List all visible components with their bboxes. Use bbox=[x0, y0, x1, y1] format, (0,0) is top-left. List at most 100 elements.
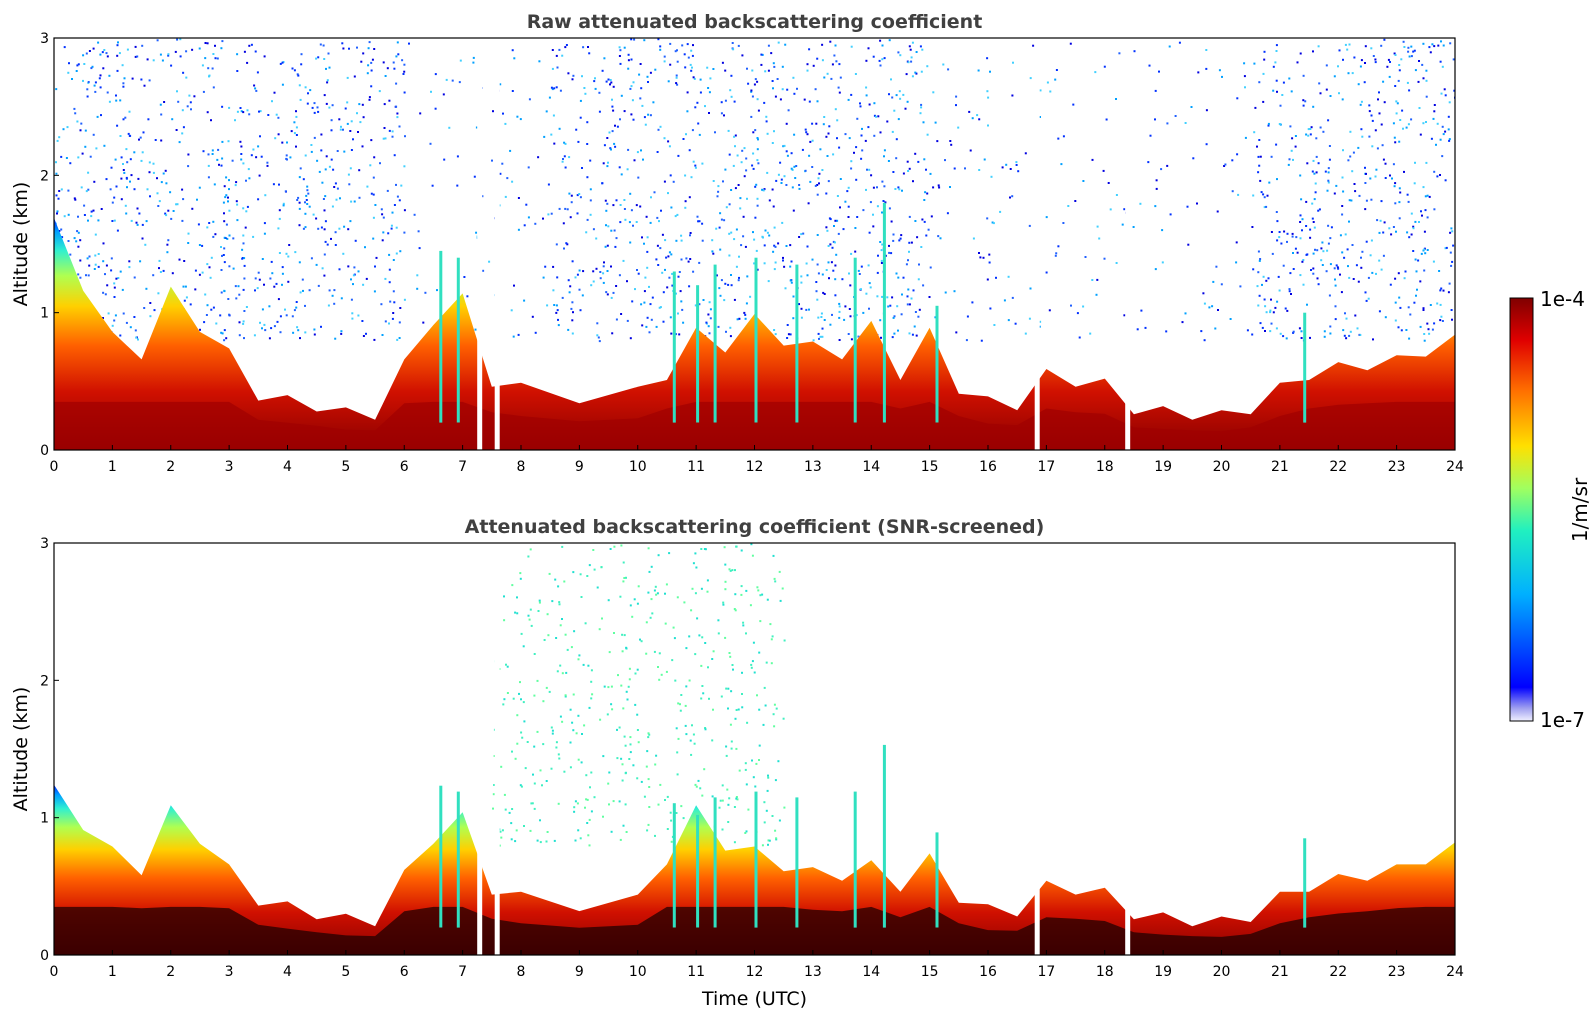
noise-point bbox=[701, 685, 704, 687]
noise-point bbox=[835, 60, 838, 63]
noise-point bbox=[165, 182, 168, 185]
noise-point bbox=[1442, 289, 1445, 292]
noise-point bbox=[729, 655, 732, 658]
noise-point bbox=[792, 317, 795, 320]
noise-point bbox=[564, 694, 567, 697]
noise-point bbox=[1453, 89, 1455, 92]
noise-point bbox=[413, 213, 416, 216]
noise-point bbox=[1270, 231, 1273, 233]
noise-point bbox=[102, 67, 105, 70]
noise-point bbox=[289, 156, 292, 159]
noise-point bbox=[750, 89, 753, 92]
noise-point bbox=[1326, 189, 1329, 192]
noise-point bbox=[567, 72, 570, 75]
noise-point bbox=[571, 78, 574, 81]
noise-point bbox=[647, 732, 650, 735]
noise-point bbox=[811, 166, 814, 168]
noise-point bbox=[1452, 244, 1455, 247]
noise-point bbox=[115, 185, 118, 188]
noise-point bbox=[429, 142, 432, 145]
noise-point bbox=[598, 628, 601, 631]
noise-point bbox=[403, 209, 406, 212]
noise-point bbox=[1184, 312, 1187, 315]
noise-point bbox=[676, 773, 679, 776]
noise-point bbox=[1320, 247, 1323, 250]
noise-point bbox=[750, 115, 753, 118]
noise-point bbox=[279, 62, 282, 65]
data-gap bbox=[1034, 38, 1040, 450]
noise-point bbox=[1257, 155, 1260, 158]
noise-point bbox=[474, 328, 477, 331]
noise-point bbox=[910, 60, 913, 63]
noise-point bbox=[818, 172, 821, 175]
noise-point bbox=[790, 281, 793, 284]
noise-point bbox=[1302, 74, 1305, 77]
noise-point bbox=[590, 697, 593, 700]
noise-point bbox=[1348, 43, 1351, 46]
noise-point bbox=[108, 100, 111, 103]
noise-point bbox=[780, 178, 783, 181]
noise-point bbox=[1024, 332, 1027, 335]
noise-point bbox=[170, 64, 173, 67]
noise-point bbox=[869, 201, 872, 204]
noise-point bbox=[694, 164, 697, 167]
noise-point bbox=[1321, 264, 1324, 266]
noise-point bbox=[893, 332, 896, 335]
noise-point bbox=[564, 633, 567, 636]
noise-point bbox=[868, 168, 871, 171]
noise-point bbox=[1123, 208, 1126, 211]
noise-point bbox=[1452, 58, 1455, 61]
noise-point bbox=[1243, 62, 1246, 65]
noise-point bbox=[306, 189, 309, 192]
noise-point bbox=[1276, 300, 1279, 303]
noise-point bbox=[207, 153, 210, 156]
noise-point bbox=[1393, 52, 1396, 55]
noise-point bbox=[246, 61, 249, 64]
noise-point bbox=[821, 327, 824, 330]
noise-point bbox=[610, 830, 613, 833]
noise-point bbox=[1383, 101, 1386, 104]
noise-point bbox=[706, 66, 709, 69]
noise-point bbox=[191, 207, 194, 210]
noise-point bbox=[677, 702, 680, 705]
noise-point bbox=[1372, 338, 1374, 341]
noise-point bbox=[1426, 216, 1429, 219]
noise-point bbox=[1300, 337, 1303, 339]
noise-point bbox=[1105, 118, 1108, 121]
noise-point bbox=[442, 93, 445, 96]
noise-point bbox=[90, 67, 93, 70]
noise-point bbox=[87, 81, 90, 83]
noise-point bbox=[403, 91, 406, 94]
noise-point bbox=[1433, 170, 1436, 173]
noise-point bbox=[837, 86, 840, 89]
noise-point bbox=[603, 144, 606, 147]
noise-point bbox=[1028, 317, 1031, 320]
noise-point bbox=[653, 191, 656, 194]
noise-point bbox=[1374, 61, 1377, 64]
noise-point bbox=[643, 39, 646, 42]
noise-point bbox=[906, 295, 909, 298]
noise-point bbox=[783, 265, 786, 268]
noise-point bbox=[304, 331, 307, 334]
noise-point bbox=[224, 196, 227, 199]
noise-point bbox=[319, 43, 322, 46]
noise-point bbox=[774, 95, 777, 98]
noise-point bbox=[1424, 195, 1427, 198]
noise-point bbox=[627, 148, 630, 151]
noise-point bbox=[534, 331, 537, 334]
noise-point bbox=[790, 167, 793, 170]
noise-point bbox=[551, 729, 554, 732]
noise-point bbox=[891, 96, 894, 99]
noise-point bbox=[126, 186, 128, 189]
noise-point bbox=[538, 60, 541, 63]
noise-point bbox=[585, 774, 588, 777]
noise-point bbox=[133, 276, 136, 279]
noise-point bbox=[656, 216, 659, 219]
noise-point bbox=[879, 131, 882, 134]
noise-point bbox=[1425, 161, 1428, 164]
noise-point bbox=[114, 158, 117, 161]
noise-point bbox=[524, 767, 527, 770]
noise-point bbox=[627, 67, 630, 70]
noise-point bbox=[827, 261, 830, 264]
noise-point bbox=[300, 63, 303, 66]
